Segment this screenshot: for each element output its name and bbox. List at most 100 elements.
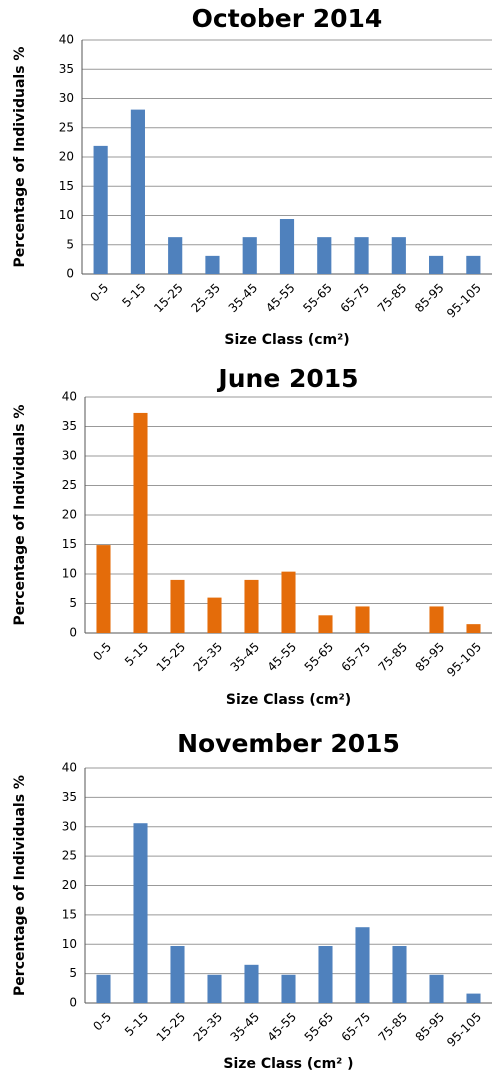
y-axis-label: Percentage of Individuals % (12, 775, 28, 996)
bar (317, 237, 332, 274)
bar (93, 145, 108, 274)
x-tick-label: 25-35 (191, 640, 226, 675)
bar (281, 571, 296, 633)
x-tick-label: 35-45 (226, 281, 261, 316)
bar (244, 579, 259, 633)
x-tick-label: 45-55 (265, 640, 300, 675)
x-tick-label: 65-75 (339, 640, 374, 675)
bar (133, 412, 148, 633)
bar (466, 255, 481, 274)
x-tick-label: 15-25 (154, 1010, 189, 1045)
y-tick-label: 10 (62, 937, 77, 951)
x-axis-label: Size Class (cm²) (224, 332, 349, 348)
x-tick-label: 5-15 (119, 281, 148, 310)
bar (355, 606, 370, 633)
y-tick-label: 20 (62, 508, 77, 522)
y-tick-label: 15 (62, 537, 77, 551)
chart-title: June 2015 (216, 364, 358, 393)
bar (170, 946, 185, 1003)
bar (242, 237, 257, 274)
bar (391, 237, 406, 274)
y-axis-label: Percentage of Individuals % (12, 47, 28, 268)
x-tick-label: 5-15 (122, 1010, 151, 1039)
bar (96, 545, 111, 633)
bar (170, 579, 185, 633)
bar (429, 255, 444, 274)
bar (96, 974, 111, 1003)
x-tick-label: 85-95 (412, 281, 447, 316)
y-tick-label: 0 (69, 626, 77, 640)
x-tick-label: 0-5 (87, 281, 111, 305)
x-tick-label: 75-85 (376, 640, 411, 675)
x-tick-label: 55-65 (302, 640, 337, 675)
y-tick-label: 0 (69, 996, 77, 1010)
y-tick-label: 25 (59, 120, 74, 134)
bar (130, 109, 145, 275)
y-tick-label: 30 (62, 449, 77, 463)
x-axis-label: Size Class (cm² ) (223, 1056, 353, 1072)
x-tick-label: 15-25 (154, 640, 189, 675)
chart-title: November 2015 (177, 729, 400, 758)
bar (207, 974, 222, 1003)
bar (355, 927, 370, 1003)
y-tick-label: 25 (62, 849, 77, 863)
x-tick-label: 95-105 (444, 640, 484, 680)
bar (392, 946, 407, 1003)
x-tick-label: 85-95 (413, 1010, 448, 1045)
x-tick-label: 35-45 (228, 1010, 263, 1045)
bar (281, 974, 296, 1003)
x-tick-label: 55-65 (302, 1010, 337, 1045)
y-tick-label: 20 (62, 878, 77, 892)
bar (466, 624, 481, 633)
x-tick-label: 75-85 (375, 281, 410, 316)
y-tick-label: 10 (62, 567, 77, 581)
chart-title: October 2014 (192, 4, 383, 33)
y-tick-label: 30 (59, 91, 74, 105)
bar (429, 606, 444, 633)
bar (279, 219, 295, 274)
x-tick-label: 55-65 (300, 281, 335, 316)
bar (168, 237, 183, 274)
bar (354, 237, 369, 274)
y-tick-label: 25 (62, 478, 77, 492)
x-tick-label: 35-45 (228, 640, 263, 675)
bar (318, 615, 333, 633)
x-tick-label: 45-55 (265, 1010, 300, 1045)
y-tick-label: 15 (62, 907, 77, 921)
y-tick-label: 40 (62, 761, 77, 775)
y-tick-label: 10 (59, 208, 74, 222)
x-tick-label: 0-5 (90, 1010, 114, 1034)
y-tick-label: 0 (66, 267, 74, 281)
y-tick-label: 40 (62, 390, 77, 404)
x-tick-label: 5-15 (122, 640, 151, 669)
bar (429, 974, 444, 1003)
x-tick-label: 95-105 (444, 1010, 484, 1050)
x-tick-label: 85-95 (413, 640, 448, 675)
x-tick-label: 45-55 (263, 281, 298, 316)
x-tick-label: 75-85 (376, 1010, 411, 1045)
bar (207, 597, 222, 633)
y-tick-label: 5 (69, 596, 77, 610)
bar (318, 946, 333, 1003)
bar (244, 964, 259, 1003)
x-tick-label: 65-75 (339, 1010, 374, 1045)
y-tick-label: 15 (59, 179, 74, 193)
y-tick-label: 35 (62, 419, 77, 433)
y-axis-label: Percentage of Individuals % (12, 405, 28, 626)
x-tick-label: 25-35 (191, 1010, 226, 1045)
y-tick-label: 5 (69, 966, 77, 980)
x-tick-label: 25-35 (188, 281, 223, 316)
x-axis-label: Size Class (cm²) (226, 692, 351, 708)
x-tick-label: 0-5 (90, 640, 114, 664)
x-tick-label: 95-105 (444, 281, 484, 321)
y-tick-label: 35 (59, 62, 74, 76)
bar (205, 255, 220, 274)
y-tick-label: 20 (59, 150, 74, 164)
y-tick-label: 5 (66, 237, 74, 251)
y-tick-label: 40 (59, 33, 74, 47)
y-tick-label: 35 (62, 790, 77, 804)
bar (466, 993, 481, 1003)
bar (133, 823, 148, 1003)
x-tick-label: 65-75 (338, 281, 373, 316)
